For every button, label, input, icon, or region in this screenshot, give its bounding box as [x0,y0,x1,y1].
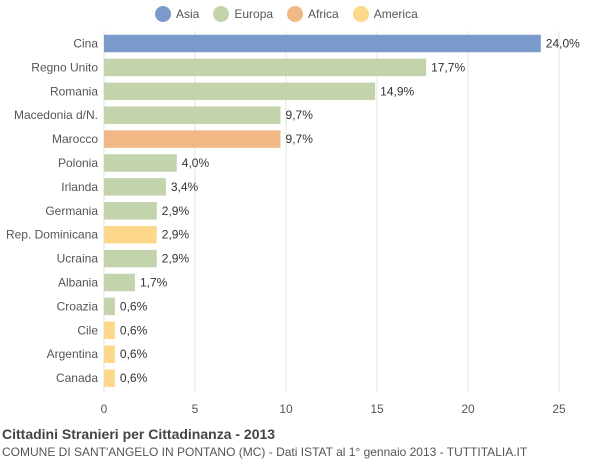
bar-14 [104,369,115,387]
bar-12 [104,321,115,340]
value-label: 9,7% [286,108,314,122]
category-label: Croazia [57,299,99,313]
legend-item-africa: Africa [287,6,339,22]
legend-label-asia: Asia [176,7,200,21]
bar-3 [104,106,281,124]
bar-2 [104,82,376,101]
bar-5 [104,154,177,172]
chart-legend: Asia Europa Africa America [155,6,418,22]
category-label: Albania [58,276,98,290]
category-label: Rep. Dominicana [6,228,98,242]
bar-6 [104,178,166,196]
bar-8 [104,225,157,244]
category-label: Argentina [47,347,99,361]
legend-label-america: America [373,7,418,21]
value-label: 24,0% [546,37,580,51]
category-label: Cina [73,37,98,51]
value-label: 0,6% [120,347,148,361]
value-label: 0,6% [120,299,148,313]
value-label: 9,7% [286,132,314,146]
category-label: Germania [45,204,98,218]
chart-subtitle: COMUNE DI SANT'ANGELO IN PONTANO (MC) - … [2,445,528,459]
bar-0 [104,34,541,53]
value-label: 2,9% [162,228,190,242]
value-label: 2,9% [162,204,190,218]
value-label: 4,0% [182,156,210,170]
legend-label-africa: Africa [308,7,339,21]
category-label: Romania [50,84,98,98]
legend-item-asia: Asia [155,6,199,22]
value-label: 17,7% [431,60,465,74]
value-label: 14,9% [380,84,414,98]
bar-4 [104,130,281,148]
x-tick-label: 15 [370,402,384,416]
x-tick-label: 5 [192,402,199,416]
value-label: 0,6% [120,371,148,385]
value-label: 1,7% [140,276,168,290]
category-label: Macedonia d/N. [14,108,98,122]
category-label: Marocco [52,132,98,146]
x-tick-label: 20 [461,402,475,416]
legend-item-europa: Europa [213,6,273,22]
bar-1 [104,58,427,77]
value-label: 3,4% [171,180,199,194]
category-label: Ucraina [57,252,99,266]
legend-swatch-america [352,6,369,22]
legend-swatch-asia [155,6,171,22]
chart-title: Cittadini Stranieri per Cittadinanza - 2… [2,426,276,442]
x-tick-label: 10 [279,402,293,416]
bar-10 [104,273,135,292]
value-label: 0,6% [120,323,148,337]
legend-label-europa: Europa [234,7,274,21]
value-label: 2,9% [162,252,190,266]
x-tick-label: 25 [552,402,566,416]
category-label: Polonia [58,156,98,170]
legend-swatch-africa [287,6,304,22]
bar-11 [104,297,115,316]
x-tick-label: 0 [101,402,108,416]
legend-item-america: America [352,6,418,22]
legend-swatch-europa [213,6,230,22]
category-label: Regno Unito [31,60,98,74]
bar-chart: 0 5 10 15 20 25 Cina 24,0% Regno Unito 17,7% Roman… [6,31,580,416]
bar-13 [104,345,115,363]
category-label: Canada [56,371,98,385]
category-label: Irlanda [61,180,98,194]
bar-7 [104,202,157,220]
bar-9 [104,249,157,268]
category-label: Cile [77,323,98,337]
